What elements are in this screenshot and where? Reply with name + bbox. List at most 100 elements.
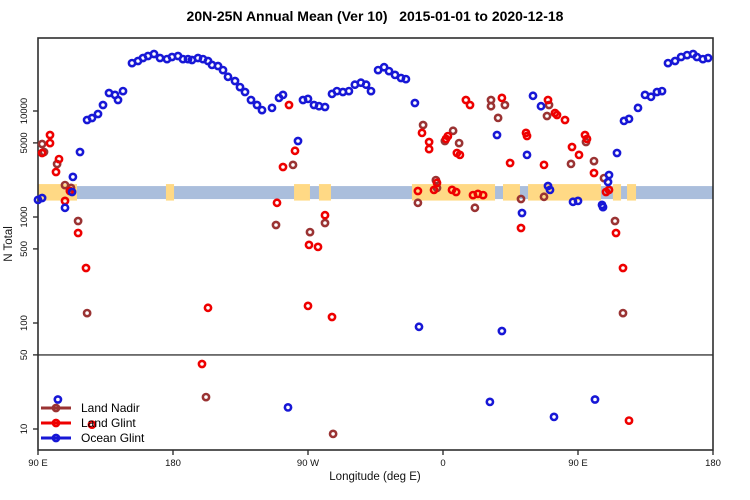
legend-item-land-glint: Land Glint: [40, 415, 144, 430]
data-point-ocean-glint: [293, 136, 303, 146]
data-point-ocean-glint: [60, 203, 70, 213]
data-point-land-glint: [624, 416, 634, 425]
data-point-land-glint: [320, 210, 330, 220]
data-point-land-glint: [197, 359, 207, 369]
data-point-land-nadir: [37, 139, 47, 149]
data-point-land-glint: [54, 154, 64, 164]
data-point-land-glint: [278, 162, 288, 172]
data-point-land-glint: [413, 186, 423, 196]
data-point-land-nadir: [500, 100, 510, 110]
data-point-land-nadir: [320, 218, 330, 228]
x-axis-label: Longitude (deg E): [329, 471, 421, 483]
data-point-ocean-glint: [113, 95, 123, 105]
map-strip-land: [612, 184, 622, 201]
land-nadir-marker-icon: [41, 403, 71, 412]
legend-label: Ocean Glint: [81, 430, 145, 445]
data-point-land-glint: [313, 242, 323, 252]
data-point-land-nadir: [486, 101, 496, 111]
data-point-ocean-glint: [517, 208, 527, 218]
data-point-land-nadir: [305, 227, 315, 237]
x-tick-label: 90 W: [297, 458, 319, 469]
data-point-land-glint: [424, 144, 434, 154]
map-strip-land: [318, 184, 331, 201]
data-point-land-glint: [203, 303, 213, 313]
data-point-land-glint: [582, 134, 592, 144]
data-point-land-glint: [497, 93, 507, 103]
data-point-land-nadir: [454, 138, 464, 148]
data-point-ocean-glint: [603, 177, 613, 187]
data-point-ocean-glint: [590, 395, 600, 404]
map-strip-land: [294, 184, 310, 201]
data-point-land-glint: [290, 146, 300, 156]
data-point-ocean-glint: [218, 65, 228, 75]
map-strip-land: [503, 184, 520, 201]
legend: Land Nadir Land Glint Ocean Glint: [40, 400, 144, 445]
land-glint-marker-icon: [41, 418, 71, 427]
chart-title: 20N-25N Annual Mean (Ver 10) 2015-01-01 …: [186, 8, 564, 24]
data-point-land-glint: [543, 95, 553, 105]
data-point-ocean-glint: [118, 86, 128, 96]
data-point-ocean-glint: [657, 86, 667, 96]
data-point-land-glint: [417, 128, 427, 138]
x-tick-label: 90 E: [568, 458, 588, 469]
data-point-ocean-glint: [183, 54, 193, 64]
data-point-land-glint: [51, 167, 61, 177]
data-point-land-glint: [465, 100, 475, 110]
data-point-ocean-glint: [67, 187, 77, 197]
data-point-land-glint: [461, 95, 471, 105]
data-point-ocean-glint: [246, 95, 256, 105]
data-point-land-nadir: [448, 126, 458, 136]
data-point-land-nadir: [271, 220, 281, 230]
data-point-land-glint: [618, 263, 628, 273]
data-point-land-glint: [455, 150, 465, 160]
data-point-ocean-glint: [223, 72, 233, 82]
ocean-glint-marker-icon: [41, 433, 71, 442]
x-tick-label: 0: [440, 458, 445, 469]
data-point-ocean-glint: [573, 196, 583, 206]
data-point-ocean-glint: [98, 100, 108, 110]
legend-point: [51, 418, 61, 427]
data-point-ocean-glint: [646, 92, 656, 102]
data-point-land-nadir: [542, 111, 552, 121]
data-point-land-glint: [73, 228, 83, 238]
data-point-ocean-glint: [230, 76, 240, 86]
data-point-land-glint: [522, 131, 532, 141]
data-point-ocean-glint: [414, 322, 424, 332]
data-point-land-glint: [284, 100, 294, 110]
data-point-land-nadir: [288, 160, 298, 170]
data-point-land-nadir: [418, 120, 428, 130]
data-point-land-nadir: [73, 216, 83, 226]
data-point-ocean-glint: [155, 53, 165, 63]
y-tick-label: 10000: [19, 98, 30, 124]
data-point-ocean-glint: [633, 103, 643, 113]
data-point-land-nadir: [470, 203, 480, 213]
data-point-ocean-glint: [536, 101, 546, 111]
data-point-ocean-glint: [361, 80, 371, 90]
data-point-land-glint: [516, 223, 526, 233]
data-point-ocean-glint: [68, 172, 78, 182]
data-point-ocean-glint: [598, 202, 608, 212]
legend-point: [51, 403, 61, 412]
data-point-land-glint: [327, 312, 337, 322]
data-point-ocean-glint: [283, 402, 293, 412]
data-point-land-glint: [574, 150, 584, 160]
data-point-ocean-glint: [320, 102, 330, 112]
data-point-land-nadir: [413, 198, 423, 208]
data-point-ocean-glint: [278, 90, 288, 100]
legend-point: [51, 433, 61, 442]
data-point-land-glint: [87, 420, 97, 429]
data-point-land-glint: [272, 198, 282, 208]
data-point-ocean-glint: [670, 56, 680, 66]
y-tick-label: 50: [19, 350, 30, 361]
data-point-ocean-glint: [604, 170, 614, 180]
data-point-ocean-glint: [87, 113, 97, 123]
data-point-land-glint: [432, 178, 442, 188]
data-point-ocean-glint: [485, 397, 495, 407]
data-point-ocean-glint: [303, 94, 313, 104]
data-point-land-glint: [424, 137, 434, 147]
data-point-ocean-glint: [213, 61, 223, 71]
data-point-ocean-glint: [410, 98, 420, 108]
data-point-land-nadir: [589, 156, 599, 166]
legend-item-ocean-glint: Ocean Glint: [40, 430, 144, 445]
